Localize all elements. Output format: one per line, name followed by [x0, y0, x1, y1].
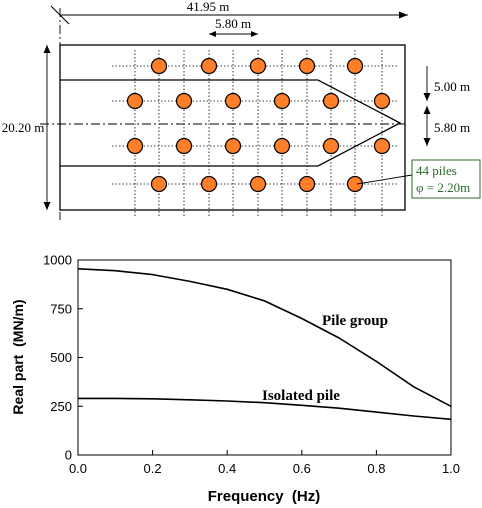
x-tick-label: 1.0	[442, 461, 460, 476]
pile-gridlines	[112, 50, 398, 218]
pile	[298, 57, 316, 75]
pile	[126, 137, 144, 155]
pile	[150, 175, 168, 193]
pile	[273, 137, 291, 155]
total-width-label: 20.20 m	[2, 120, 45, 135]
pile-spacing-label: 5.80 m	[215, 16, 251, 31]
pile-group-plan: 41.95 m 5.80 m 20.20 m 5.00 m 5.80	[2, 0, 481, 220]
total-length-dimension: 41.95 m	[50, 0, 408, 25]
pile	[249, 175, 267, 193]
total-length-label: 41.95 m	[187, 0, 230, 14]
pile	[373, 92, 391, 110]
pile	[249, 57, 267, 75]
callout-line-2: φ = 2.20m	[416, 180, 470, 195]
callout-line-1: 44 piles	[416, 163, 457, 178]
x-tick-label: 0.8	[367, 461, 385, 476]
pile	[273, 92, 291, 110]
stiffness-chart: 0 250 500 750 1000 0.0 0.2 0.4 0.6 0.8 1.0 Pile g…	[10, 253, 460, 506]
pontoon-outline	[60, 79, 402, 167]
callout-box	[411, 159, 481, 199]
series-label-pile-group: Pile group	[322, 313, 388, 329]
pile	[373, 137, 391, 155]
piles	[126, 57, 391, 193]
pile	[322, 137, 340, 155]
pile	[150, 57, 168, 75]
center-offset-label: 5.80 m	[434, 120, 470, 135]
pile	[200, 57, 218, 75]
x-axis-label: Frequency (Hz)	[208, 488, 321, 505]
pile	[126, 92, 144, 110]
pile	[298, 175, 316, 193]
pile-count-callout: 44 piles φ = 2.20m	[356, 159, 481, 199]
series-line-pile-group	[77, 268, 452, 408]
y-tick-label: 0	[65, 448, 72, 463]
total-width-dimension: 20.20 m	[2, 45, 51, 210]
series-label-isolated-pile: Isolated pile	[262, 388, 340, 404]
pile	[175, 137, 193, 155]
series-lines	[77, 268, 452, 421]
x-tick-label: 0.6	[293, 461, 311, 476]
y-axis-label: Real part (MN/m)	[10, 299, 26, 414]
y-tick-label: 500	[50, 350, 72, 365]
y-tick-label: 250	[50, 399, 72, 414]
center-offset-dimension: 5.80 m	[423, 106, 470, 146]
pile	[346, 175, 364, 193]
plot-frame	[77, 259, 452, 456]
row-spacing-label: 5.00 m	[434, 79, 470, 94]
x-tick-label: 0.0	[69, 461, 87, 476]
pile	[346, 57, 364, 75]
y-axis-ticks: 0 250 500 750 1000	[43, 253, 83, 463]
x-tick-label: 0.4	[218, 461, 236, 476]
series-line-isolated-pile	[78, 397, 452, 421]
row-spacing-dimension: 5.00 m	[423, 66, 470, 101]
pile	[200, 175, 218, 193]
x-tick-label: 0.2	[144, 461, 162, 476]
y-tick-label: 750	[50, 301, 72, 316]
x-axis-ticks: 0.0 0.2 0.4 0.6 0.8 1.0	[69, 450, 460, 476]
pile	[322, 92, 340, 110]
pile-spacing-dimension: 5.80 m	[209, 16, 258, 37]
pile	[175, 92, 193, 110]
y-tick-label: 1000	[43, 253, 72, 268]
pile	[224, 92, 242, 110]
pile	[224, 137, 242, 155]
